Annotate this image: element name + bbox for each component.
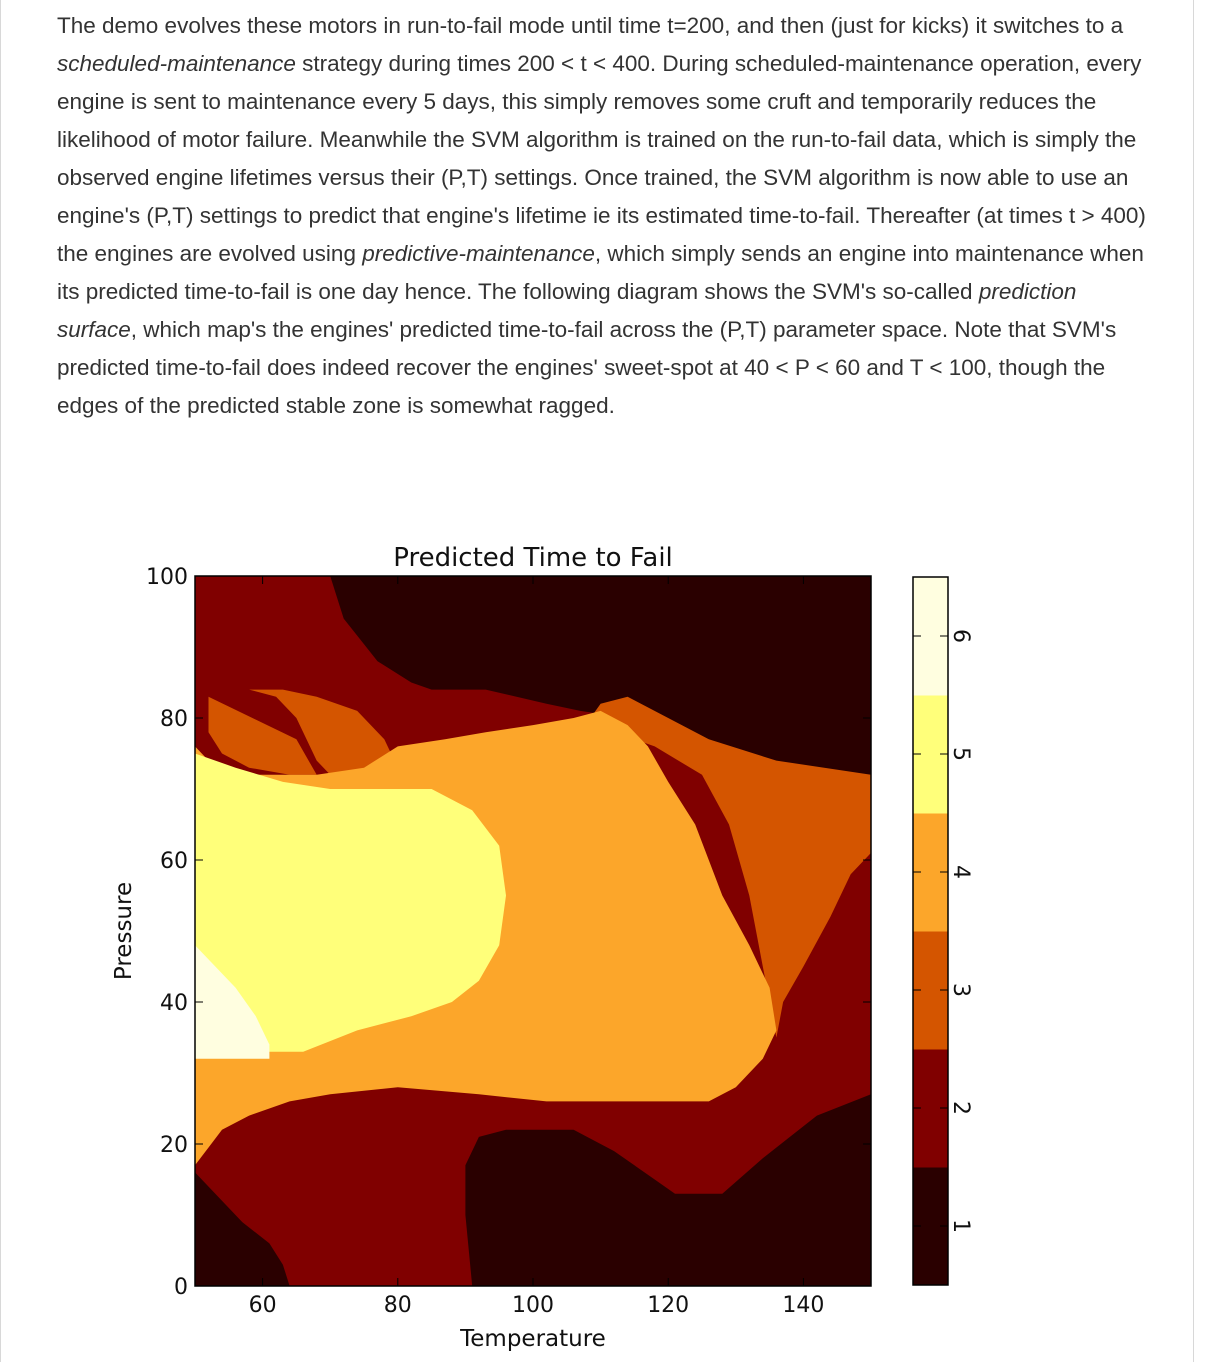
colorbar-frame	[912, 576, 949, 1286]
x-tick-label: 120	[647, 1293, 689, 1318]
colorbar: 1 2 3 4 5 6	[912, 576, 973, 1286]
body-paragraph: The demo evolves these motors in run-to-…	[57, 7, 1157, 425]
term-scheduled-maintenance: scheduled-maintenance	[57, 51, 296, 76]
colorbar-tick-label: 6	[948, 629, 973, 643]
y-tick-label: 20	[160, 1133, 188, 1158]
x-tick-label: 80	[384, 1293, 412, 1318]
heatmap-region-level-5	[195, 753, 506, 1052]
term-prediction-surface: prediction surface	[57, 279, 1077, 342]
y-tick-label: 40	[160, 991, 188, 1016]
heatmap-region-level-6	[195, 945, 270, 1059]
paragraph-text: The demo evolves these motors in run-to-…	[57, 13, 1124, 38]
paragraph-text: , which map's the engines' predicted tim…	[57, 317, 1117, 418]
heatmap-region-level-3	[208, 689, 398, 782]
paragraph-text: strategy during times 200 < t < 400. Dur…	[57, 51, 1146, 266]
x-axis-label: Temperature	[459, 1326, 606, 1352]
y-tick-label: 60	[160, 849, 188, 874]
colorbar-tick-label: 5	[948, 747, 973, 761]
heatmap-region-level-3	[580, 696, 871, 1038]
colorbar-tick-label: 3	[948, 983, 973, 997]
y-axis-label: Pressure	[111, 882, 137, 980]
y-tick-label: 100	[146, 565, 188, 590]
heatmap-region-level-1	[195, 1172, 290, 1286]
x-tick-label: 60	[249, 1293, 277, 1318]
chart-title: Predicted Time to Fail	[393, 543, 673, 573]
colorbar-tick-label: 1	[948, 1219, 973, 1233]
x-tick-label: 100	[512, 1293, 554, 1318]
y-tick-label: 80	[160, 707, 188, 732]
heatmap-regions	[195, 576, 871, 1286]
x-tick-label: 140	[782, 1293, 824, 1318]
term-predictive-maintenance: predictive-maintenance	[362, 241, 595, 266]
heatmap-region-level-1	[465, 1094, 871, 1286]
colorbar-tick-label: 4	[948, 865, 973, 879]
paragraph-text: , which simply sends an engine into main…	[57, 241, 1144, 304]
y-tick-label: 0	[174, 1275, 188, 1300]
x-axis: 60 80 100 120 140	[249, 576, 824, 1318]
heatmap-region-level-1	[330, 576, 871, 775]
colorbar-tick-label: 2	[948, 1101, 973, 1115]
y-axis: 0 20 40 60 80 100	[146, 565, 871, 1300]
